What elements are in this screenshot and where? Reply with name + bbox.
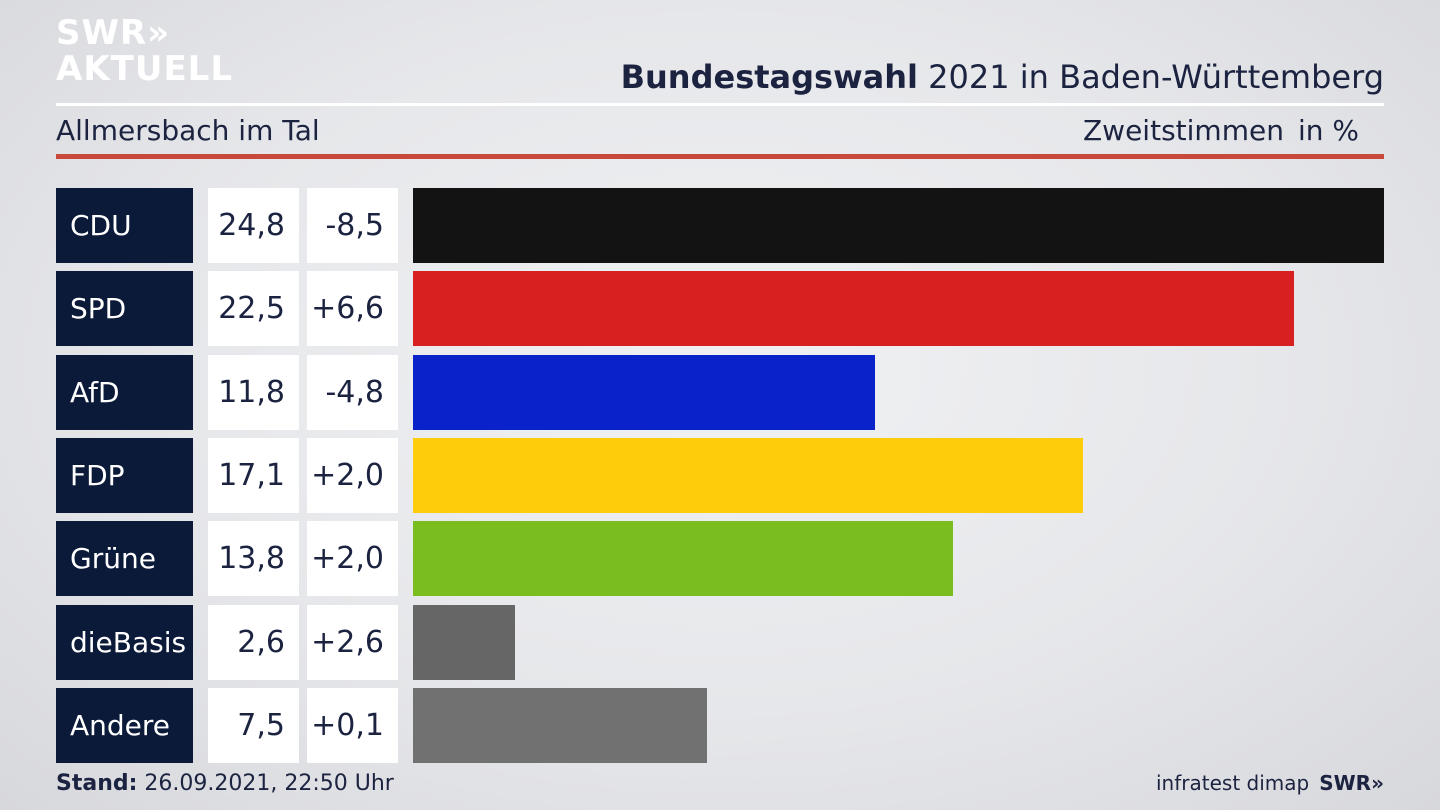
timestamp-label: Stand: — [56, 771, 138, 796]
logo-line-2: AKTUELL — [56, 49, 234, 89]
change-label: -8,5 — [307, 188, 398, 263]
source-credit: infratest dimap SWR» — [1156, 771, 1384, 795]
title-bold: Bundestagswahl — [620, 58, 918, 96]
bar-row: dieBasis 2,6 +2,6 — [56, 604, 1384, 680]
bar — [413, 604, 515, 680]
bar-row: CDU 24,8 -8,5 — [56, 188, 1384, 263]
change-label: +6,6 — [307, 271, 398, 347]
party-label: FDP — [56, 437, 193, 513]
bar — [413, 687, 707, 763]
party-label: Andere — [56, 687, 193, 763]
measure-label: Zweitstimmen — [1083, 114, 1284, 147]
bar-row: AfD 11,8 -4,8 — [56, 354, 1384, 430]
bar — [413, 437, 1083, 513]
change-label: +2,0 — [307, 521, 398, 597]
bar-row: Grüne 13,8 +2,0 — [56, 521, 1384, 597]
value-label: 11,8 — [208, 354, 299, 430]
value-label: 2,6 — [208, 604, 299, 680]
value-label: 13,8 — [208, 521, 299, 597]
change-label: +0,1 — [307, 687, 398, 763]
timestamp: Stand: 26.09.2021, 22:50 Uhr — [56, 771, 394, 796]
swr-brand-mark: SWR» — [1319, 771, 1384, 795]
bar — [413, 271, 1294, 347]
change-label: -4,8 — [307, 354, 398, 430]
bar — [413, 188, 1384, 263]
party-label: AfD — [56, 354, 193, 430]
bar — [413, 354, 875, 430]
unit-label: in % — [1298, 114, 1360, 147]
bar-row: SPD 22,5 +6,6 — [56, 271, 1384, 347]
location-label: Allmersbach im Tal — [56, 114, 320, 147]
value-label: 24,8 — [208, 188, 299, 263]
header-divider — [56, 103, 1384, 106]
value-label: 17,1 — [208, 437, 299, 513]
party-label: Grüne — [56, 521, 193, 597]
party-label: dieBasis — [56, 604, 193, 680]
page-title: Bundestagswahl 2021 in Baden-Württemberg — [621, 58, 1384, 96]
change-label: +2,6 — [307, 604, 398, 680]
party-label: SPD — [56, 271, 193, 347]
swr-aktuell-logo: SWR» AKTUELL — [56, 16, 233, 86]
party-label: CDU — [56, 188, 193, 263]
bar — [413, 521, 953, 597]
title-rest: 2021 in Baden-Württemberg — [917, 58, 1384, 96]
value-label: 7,5 — [208, 687, 299, 763]
accent-divider — [56, 154, 1384, 159]
source-label: infratest dimap — [1156, 771, 1310, 795]
bar-row: Andere 7,5 +0,1 — [56, 687, 1384, 763]
timestamp-value: 26.09.2021, 22:50 Uhr — [137, 771, 394, 796]
logo-line-1: SWR» — [56, 13, 171, 53]
change-label: +2,0 — [307, 437, 398, 513]
value-label: 22,5 — [208, 271, 299, 347]
bar-row: FDP 17,1 +2,0 — [56, 437, 1384, 513]
